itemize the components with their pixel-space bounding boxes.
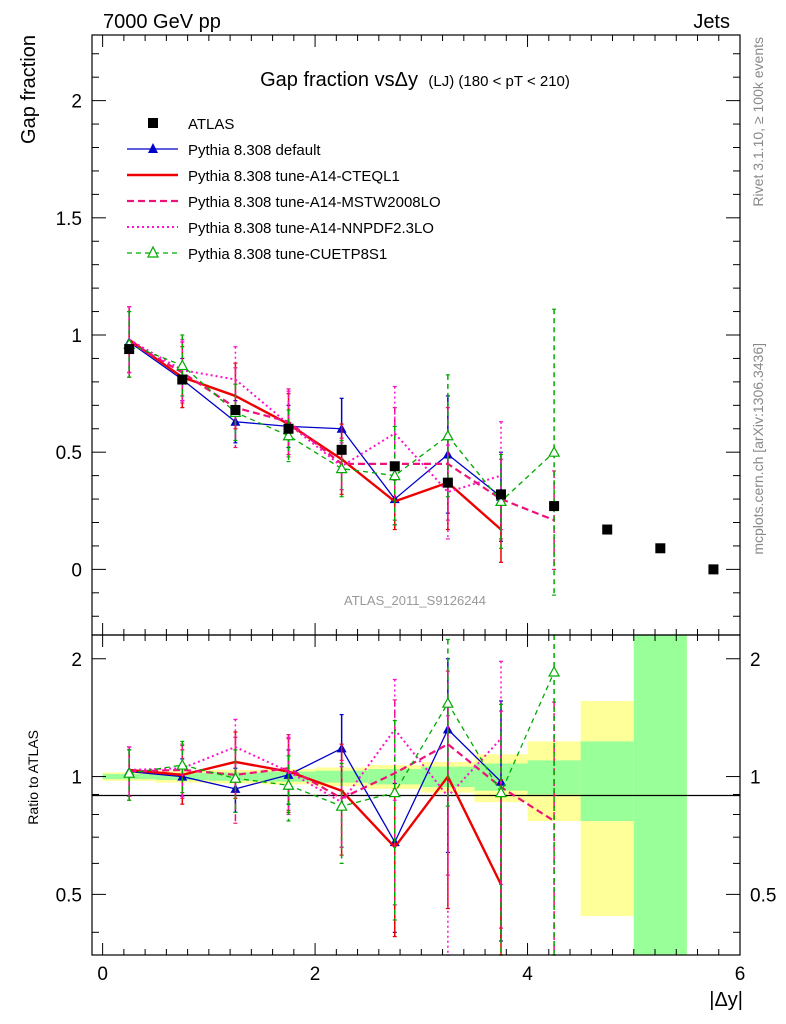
- ratio-band-inner: [580, 741, 634, 821]
- process-label: Jets: [693, 11, 730, 33]
- atlas-data-point: [336, 444, 347, 455]
- legend-label-0: Pythia 8.308 default: [188, 142, 321, 159]
- atlas-data-point: [283, 423, 294, 434]
- rivet-label: Rivet 3.1.10, ≥ 100k events: [750, 37, 766, 207]
- y-tick-label: 1: [71, 326, 82, 347]
- y-axis-label: Gap fraction: [18, 35, 40, 144]
- legend-atlas-marker: [148, 118, 158, 128]
- atlas-data-point: [442, 477, 453, 488]
- y-tick-label: 0: [71, 560, 82, 581]
- ratio-tick-label-left: 0.5: [56, 885, 82, 906]
- energy-label: 7000 GeV pp: [103, 11, 221, 33]
- y-tick-label: 0.5: [56, 443, 82, 464]
- atlas-data-point: [602, 524, 613, 535]
- legend-label-4: Pythia 8.308 tune-CUETP8S1: [188, 246, 387, 263]
- atlas-data-point: [389, 461, 400, 472]
- ratio-tick-label-right: 1: [750, 768, 761, 789]
- ratio-tick-label-left: 1: [71, 768, 82, 789]
- ratio-point-marker: [335, 799, 348, 811]
- ratio-y-axis-label: Ratio to ATLAS: [25, 730, 41, 825]
- x-tick-label: 0: [97, 964, 108, 985]
- atlas-data-points: [124, 344, 719, 575]
- legend-label-1: Pythia 8.308 tune-A14-CTEQL1: [188, 168, 400, 185]
- main-point-marker: [176, 359, 189, 371]
- main-series-line-4: [128, 343, 555, 503]
- ratio-point-marker: [282, 779, 295, 790]
- legend-marker-0: [148, 143, 158, 153]
- chart-title-main: Gap fraction vsΔy: [260, 69, 418, 91]
- chart-title: Gap fraction vsΔy (LJ) (180 < pT < 210): [260, 69, 570, 91]
- legend-label-3: Pythia 8.308 tune-A14-NNPDF2.3LO: [188, 220, 434, 237]
- main-series-line-0: [128, 341, 502, 500]
- ratio-series-line-1: [129, 760, 503, 886]
- legend-label-atlas: ATLAS: [188, 116, 234, 133]
- ratio-tick-label-right: 0.5: [750, 885, 776, 906]
- ratio-point-marker: [176, 758, 189, 770]
- atlas-data-point: [708, 564, 719, 575]
- ratio-point-marker: [229, 772, 242, 783]
- y-tick-label: 2: [71, 92, 82, 113]
- x-axis-label: |Δy|: [709, 989, 743, 1011]
- legend: ATLAS Pythia 8.308 default Pythia 8.308 …: [127, 116, 441, 263]
- ratio-point-marker: [548, 665, 561, 677]
- atlas-data-point: [177, 374, 188, 385]
- legend-marker-4: [147, 245, 159, 258]
- y-tick-label: 1.5: [56, 209, 82, 230]
- ratio-series-line-3: [129, 728, 502, 804]
- main-point-marker: [548, 445, 561, 457]
- ratio-point-marker: [123, 766, 136, 778]
- axis-ticks: 0 2 4 6 0 0.5 1 1.5 2 0.5 0.5 1 1 2 2: [56, 35, 776, 985]
- main-point-marker: [282, 429, 295, 441]
- ratio-tick-label-right: 2: [750, 650, 761, 671]
- ratio-point-marker: [388, 786, 401, 798]
- x-tick-label: 2: [310, 964, 321, 985]
- main-series-line-3: [128, 338, 502, 494]
- ratio-point-marker: [441, 696, 454, 708]
- ratio-plot-frame: [91, 634, 741, 956]
- ratio-point-marker: [494, 786, 508, 798]
- atlas-data-point: [124, 344, 135, 355]
- main-point-marker: [388, 469, 401, 481]
- legend-label-2: Pythia 8.308 tune-A14-MSTW2008LO: [188, 194, 441, 211]
- chart-title-extra: (LJ) (180 < pT < 210): [428, 73, 569, 90]
- x-tick-label: 6: [735, 964, 746, 985]
- main-point-marker: [494, 495, 508, 507]
- atlas-data-point: [495, 489, 506, 500]
- mcplots-label: mcplots.cern.ch [arXiv:1306.3436]: [750, 343, 766, 555]
- atlas-data-point: [230, 405, 241, 415]
- x-tick-label: 4: [522, 964, 533, 985]
- atlas-data-point: [655, 543, 666, 554]
- main-point-marker: [335, 462, 348, 474]
- atlas-data-point: [549, 501, 560, 512]
- ratio-tick-label-left: 2: [71, 650, 82, 671]
- analysis-label: ATLAS_2011_S9126244: [344, 593, 486, 608]
- main-point-marker: [441, 429, 454, 441]
